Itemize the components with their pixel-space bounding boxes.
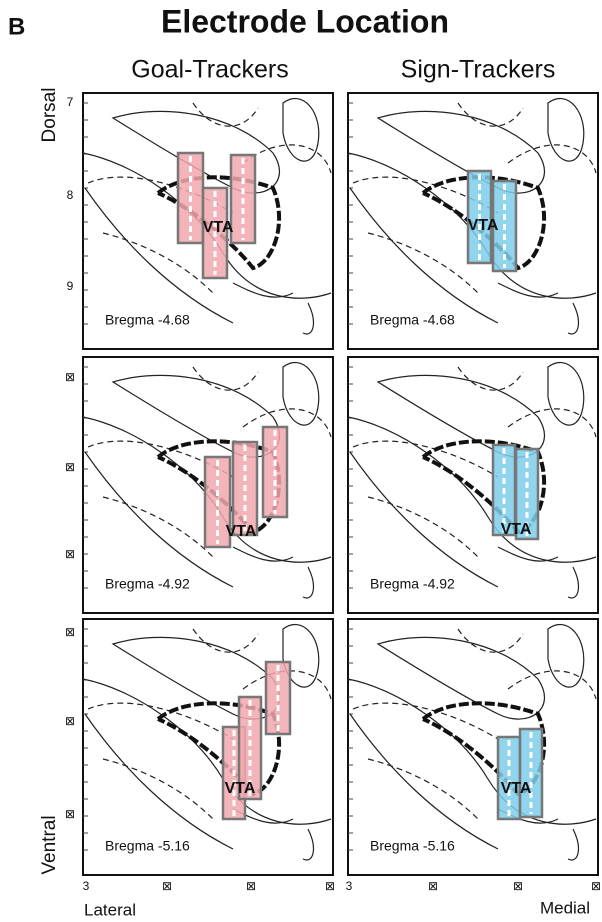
figure: B Electrode Location Goal-Trackers Sign-… [0,0,602,922]
y-tick-label: ⊠ [65,370,75,384]
region-label: VTA [501,521,532,538]
panel-frame [83,619,333,875]
x-tick-label: ⊠ [325,879,335,893]
y-tick-label: ⊠ [65,625,75,639]
electrode-track [498,737,520,819]
brain-panel: VTA Bregma -4.92 [348,357,598,613]
x-tick-label: ⊠ [591,879,601,893]
column-header: Sign-Trackers [401,56,556,84]
y-tick-label: ⊠ [65,714,75,728]
x-tick-label: ⊠ [513,879,523,893]
brain-panel: VTA Bregma -4.68 [348,93,598,349]
bregma-label: Bregma -4.92 [370,576,455,592]
axis-label: Ventral [39,815,60,874]
y-tick-label: ⊠ [65,807,75,821]
y-tick-label: 8 [67,188,74,202]
region-label: VTA [468,217,499,234]
axis-label: Medial [540,898,590,917]
brain-panel: VTA Bregma -4.92 [83,357,333,613]
bregma-label: Bregma -4.68 [105,312,190,328]
x-tick-label: ⊠ [162,879,172,893]
y-tick-label: ⊠ [65,547,75,561]
panel-frame [348,619,598,875]
panel-label: B [8,13,25,40]
bregma-label: Bregma -4.68 [370,312,455,328]
x-tick-label: ⊠ [246,879,256,893]
region-label: VTA [203,219,234,236]
column-header: Goal-Trackers [131,56,288,84]
region-label: VTA [226,523,257,540]
x-tick-label: 3 [83,879,90,893]
x-tick-label: 3 [346,879,353,893]
brain-panel: VTA Bregma -5.16 [83,619,333,875]
x-tick-label: ⊠ [428,879,438,893]
y-tick-label: 9 [67,279,74,293]
bregma-label: Bregma -4.92 [105,576,190,592]
region-label: VTA [501,780,532,797]
brain-panel: VTA Bregma -4.68 [83,93,333,349]
region-label: VTA [225,780,256,797]
axis-label: Dorsal [39,88,60,143]
panel-frame [348,357,598,613]
brain-panel: VTA Bregma -5.16 [348,619,598,875]
bregma-label: Bregma -5.16 [370,838,455,854]
bregma-label: Bregma -5.16 [105,838,190,854]
axis-label: Lateral [84,900,136,919]
y-tick-label: 7 [67,95,74,109]
title: Electrode Location [161,3,449,39]
y-tick-label: ⊠ [65,460,75,474]
